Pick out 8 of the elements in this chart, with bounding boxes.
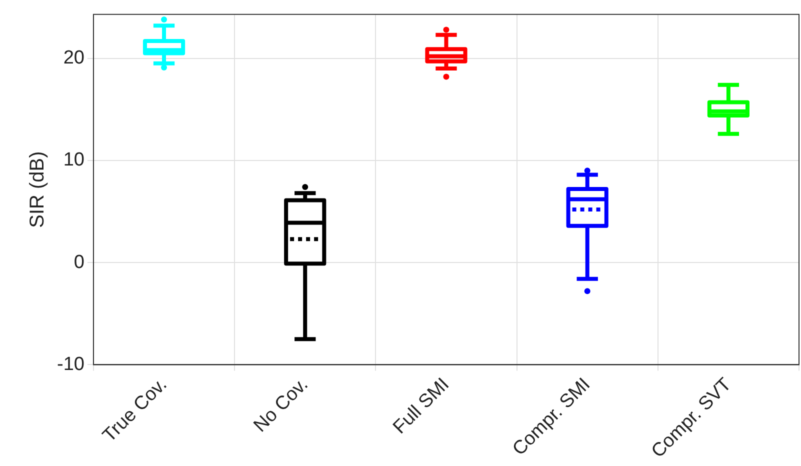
x-tick-label: Full SMI — [389, 374, 454, 438]
x-tick-label: No Cov. — [250, 374, 312, 437]
y-axis-title: SIR (dB) — [26, 151, 49, 228]
y-tick-label: 0 — [74, 252, 84, 273]
y-tick-label: -10 — [56, 354, 84, 375]
y-tick-label: 10 — [63, 150, 84, 171]
y-tick-label: 20 — [63, 48, 84, 69]
x-tick-label: True Cov. — [98, 374, 172, 447]
